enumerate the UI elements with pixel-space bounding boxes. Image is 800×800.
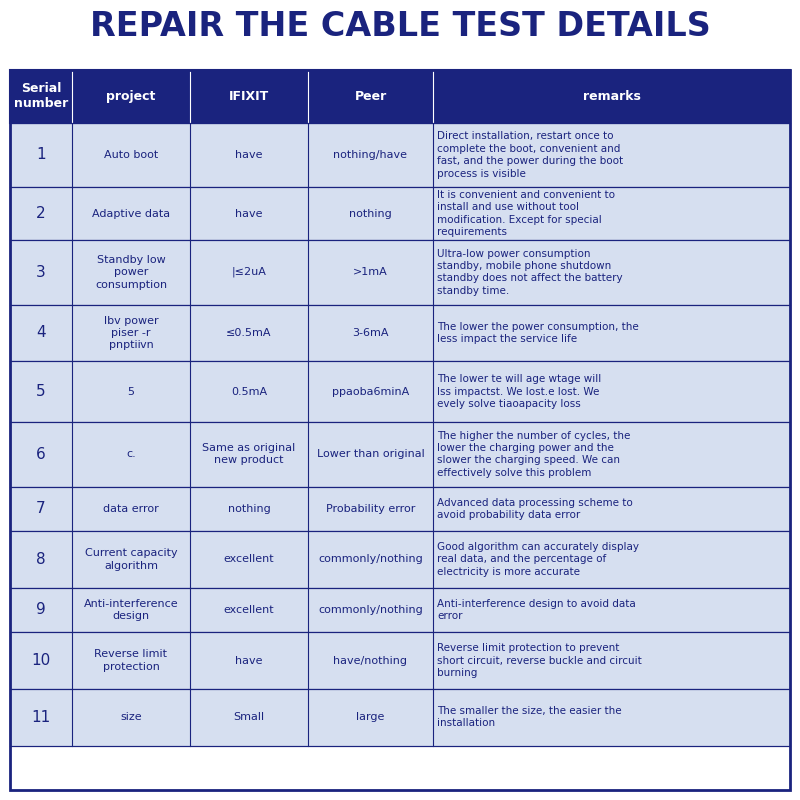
Bar xyxy=(10,689,790,746)
Text: The lower te will age wtage will
lss impactst. We lost.e lost. We
evely solve ti: The lower te will age wtage will lss imp… xyxy=(437,374,602,409)
Text: Current capacity
algorithm: Current capacity algorithm xyxy=(85,548,178,570)
Text: c.: c. xyxy=(126,450,136,459)
Text: 1: 1 xyxy=(36,147,46,162)
Text: excellent: excellent xyxy=(224,554,274,565)
Text: Reverse limit protection to prevent
short circuit, reverse buckle and circuit
bu: Reverse limit protection to prevent shor… xyxy=(437,643,642,678)
Text: 11: 11 xyxy=(31,710,50,725)
Text: have: have xyxy=(235,209,262,218)
Text: Ultra-low power consumption
standby, mobile phone shutdown
standby does not affe: Ultra-low power consumption standby, mob… xyxy=(437,249,622,296)
Text: 9: 9 xyxy=(36,602,46,618)
Bar xyxy=(10,70,790,122)
Text: 2: 2 xyxy=(36,206,46,221)
Text: 0.5mA: 0.5mA xyxy=(231,386,267,397)
Text: 7: 7 xyxy=(36,502,46,516)
Text: Good algorithm can accurately display
real data, and the percentage of
electrici: Good algorithm can accurately display re… xyxy=(437,542,639,577)
Text: size: size xyxy=(120,712,142,722)
Text: Anti-interference design to avoid data
error: Anti-interference design to avoid data e… xyxy=(437,598,636,621)
Text: commonly/nothing: commonly/nothing xyxy=(318,605,423,615)
Text: IFIXIT: IFIXIT xyxy=(229,90,269,102)
Text: Lower than original: Lower than original xyxy=(317,450,424,459)
Text: Same as original
new product: Same as original new product xyxy=(202,443,296,466)
Bar xyxy=(10,70,790,790)
Text: Direct installation, restart once to
complete the boot, convenient and
fast, and: Direct installation, restart once to com… xyxy=(437,131,623,178)
Text: nothing/have: nothing/have xyxy=(334,150,407,160)
Text: Serial
number: Serial number xyxy=(14,82,68,110)
Text: 8: 8 xyxy=(36,552,46,567)
Text: 4: 4 xyxy=(36,326,46,341)
Text: ≤0.5mA: ≤0.5mA xyxy=(226,328,272,338)
Text: have: have xyxy=(235,150,262,160)
Text: Advanced data processing scheme to
avoid probability data error: Advanced data processing scheme to avoid… xyxy=(437,498,633,520)
Text: The lower the power consumption, the
less impact the service life: The lower the power consumption, the les… xyxy=(437,322,638,344)
Bar xyxy=(10,588,790,632)
Bar xyxy=(10,122,790,187)
Text: large: large xyxy=(356,712,385,722)
Bar xyxy=(10,187,790,240)
Bar xyxy=(10,305,790,362)
Bar xyxy=(10,240,790,305)
Text: lbv power
piser -r
pnptiⅳn: lbv power piser -r pnptiⅳn xyxy=(104,315,158,350)
Text: nothing: nothing xyxy=(349,209,392,218)
Text: nothing: nothing xyxy=(228,504,270,514)
Text: Reverse limit
protection: Reverse limit protection xyxy=(94,650,167,672)
Text: 5: 5 xyxy=(127,386,134,397)
Text: 10: 10 xyxy=(31,653,50,668)
Text: Small: Small xyxy=(234,712,265,722)
Text: Peer: Peer xyxy=(354,90,386,102)
Bar xyxy=(10,422,790,486)
Text: REPAIR THE CABLE TEST DETAILS: REPAIR THE CABLE TEST DETAILS xyxy=(90,10,710,43)
Bar xyxy=(10,486,790,531)
Bar xyxy=(10,531,790,588)
Text: |≤2uA: |≤2uA xyxy=(231,267,266,278)
Text: It is convenient and convenient to
install and use without tool
modification. Ex: It is convenient and convenient to insta… xyxy=(437,190,615,237)
Text: remarks: remarks xyxy=(582,90,641,102)
Text: 5: 5 xyxy=(36,384,46,399)
Text: data error: data error xyxy=(103,504,159,514)
Text: commonly/nothing: commonly/nothing xyxy=(318,554,423,565)
Text: Standby low
power
consumption: Standby low power consumption xyxy=(95,255,167,290)
Text: Auto boot: Auto boot xyxy=(104,150,158,160)
Bar xyxy=(10,362,790,422)
Text: project: project xyxy=(106,90,156,102)
Text: excellent: excellent xyxy=(224,605,274,615)
Text: Adaptive data: Adaptive data xyxy=(92,209,170,218)
Text: have: have xyxy=(235,655,262,666)
Text: have/nothing: have/nothing xyxy=(334,655,407,666)
Text: The smaller the size, the easier the
installation: The smaller the size, the easier the ins… xyxy=(437,706,622,728)
Bar xyxy=(10,632,790,689)
Text: 6: 6 xyxy=(36,446,46,462)
Text: The higher the number of cycles, the
lower the charging power and the
slower the: The higher the number of cycles, the low… xyxy=(437,430,630,478)
Text: 3: 3 xyxy=(36,265,46,280)
Text: 3-6mA: 3-6mA xyxy=(352,328,389,338)
Text: ppaoba6minA: ppaoba6minA xyxy=(332,386,409,397)
Text: >1mA: >1mA xyxy=(353,267,388,278)
Text: Anti-interference
design: Anti-interference design xyxy=(84,598,178,621)
Text: Probability error: Probability error xyxy=(326,504,415,514)
